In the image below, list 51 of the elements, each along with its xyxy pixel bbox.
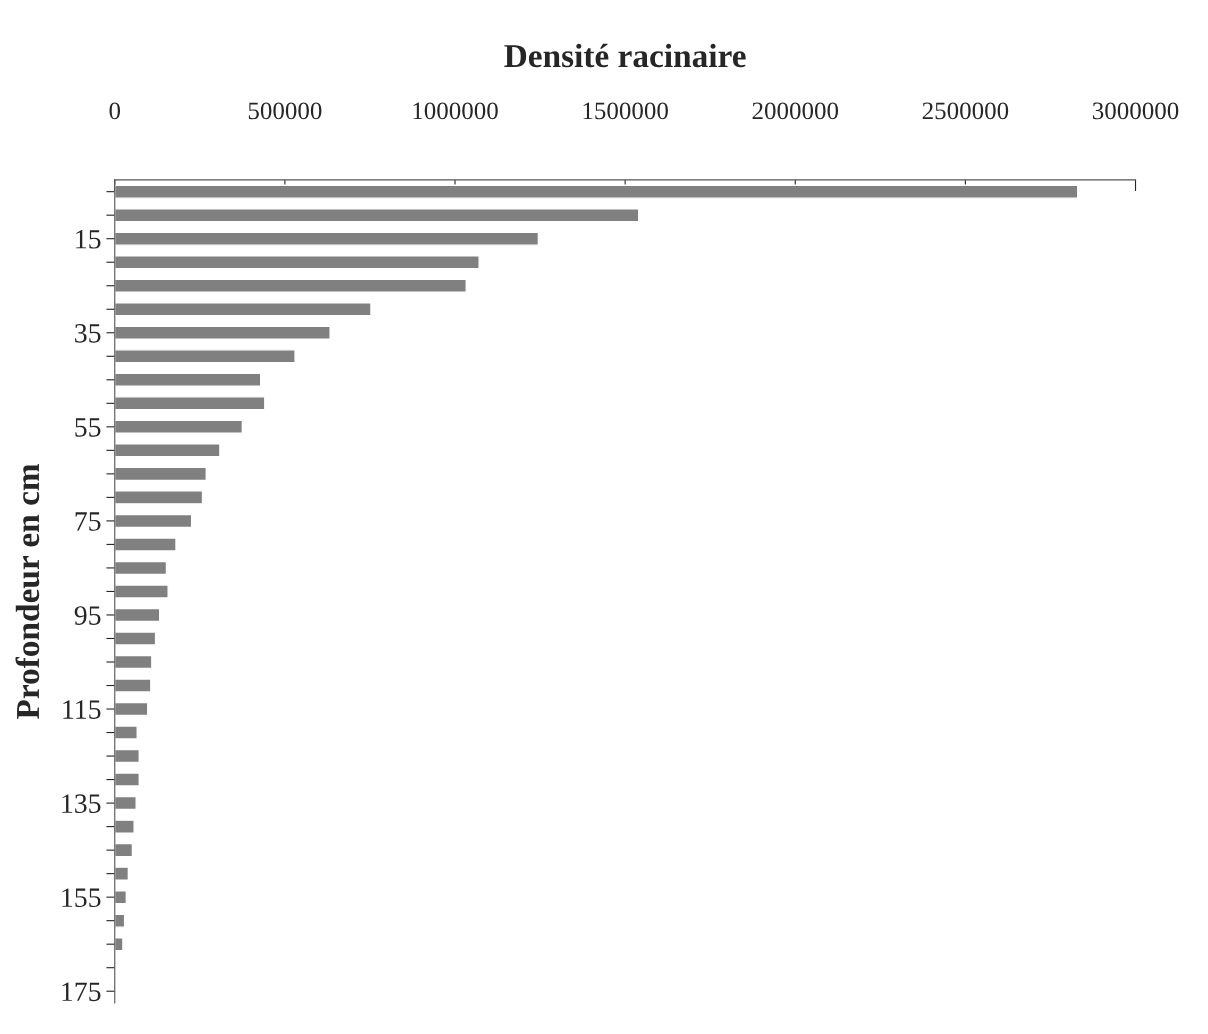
- bar: [114, 725, 138, 740]
- y-tick-label: 15: [76, 230, 101, 249]
- y-tick-label: 155: [62, 888, 101, 908]
- bar: [114, 490, 204, 505]
- bar: [114, 466, 207, 482]
- bar: [114, 913, 126, 928]
- bar: [114, 607, 161, 623]
- bar: [114, 937, 124, 952]
- bar: [114, 842, 134, 858]
- bar: [114, 278, 467, 293]
- bar: [114, 255, 480, 270]
- bar: [114, 701, 149, 717]
- bar: [114, 443, 221, 458]
- bar: [114, 184, 1079, 199]
- bar: [114, 772, 140, 787]
- bar: [114, 678, 152, 693]
- x-tick-label: 2000000: [752, 102, 839, 120]
- bar: [114, 560, 168, 576]
- y-tick-label: 75: [75, 512, 101, 531]
- y-axis-title: Profondeur en cm: [15, 463, 40, 719]
- bar: [114, 302, 372, 317]
- y-tick-label: 115: [63, 700, 101, 719]
- bar: [114, 513, 193, 529]
- x-tick-label: 500000: [248, 102, 322, 120]
- bar: [114, 819, 135, 834]
- y-tick-label: 135: [62, 794, 101, 813]
- x-tick-label: 0: [109, 102, 121, 120]
- bar: [114, 208, 640, 223]
- y-tick-label: 35: [75, 324, 101, 343]
- bar: [114, 537, 177, 552]
- y-tick-label: 175: [62, 982, 101, 1002]
- bar: [114, 654, 153, 670]
- bar: [114, 866, 130, 881]
- bar: [114, 419, 244, 434]
- bar: [114, 231, 540, 246]
- y-tick-label: 95: [74, 606, 101, 625]
- bar: [114, 889, 128, 905]
- bar: [114, 325, 331, 340]
- bar: [114, 631, 157, 646]
- bar: [114, 396, 266, 411]
- x-tick-label: 2500000: [922, 102, 1009, 120]
- x-tick-label: 1500000: [583, 102, 668, 120]
- x-tick-label: 3000000: [1092, 102, 1179, 120]
- bar: [114, 349, 296, 364]
- x-tick-label: 1000000: [413, 102, 498, 120]
- bar: [114, 748, 140, 764]
- bar: [114, 372, 262, 387]
- bar: [114, 584, 169, 599]
- y-tick-label: 55: [75, 418, 101, 437]
- bar: [114, 795, 137, 811]
- x-axis-title: Densité racinaire: [504, 43, 746, 68]
